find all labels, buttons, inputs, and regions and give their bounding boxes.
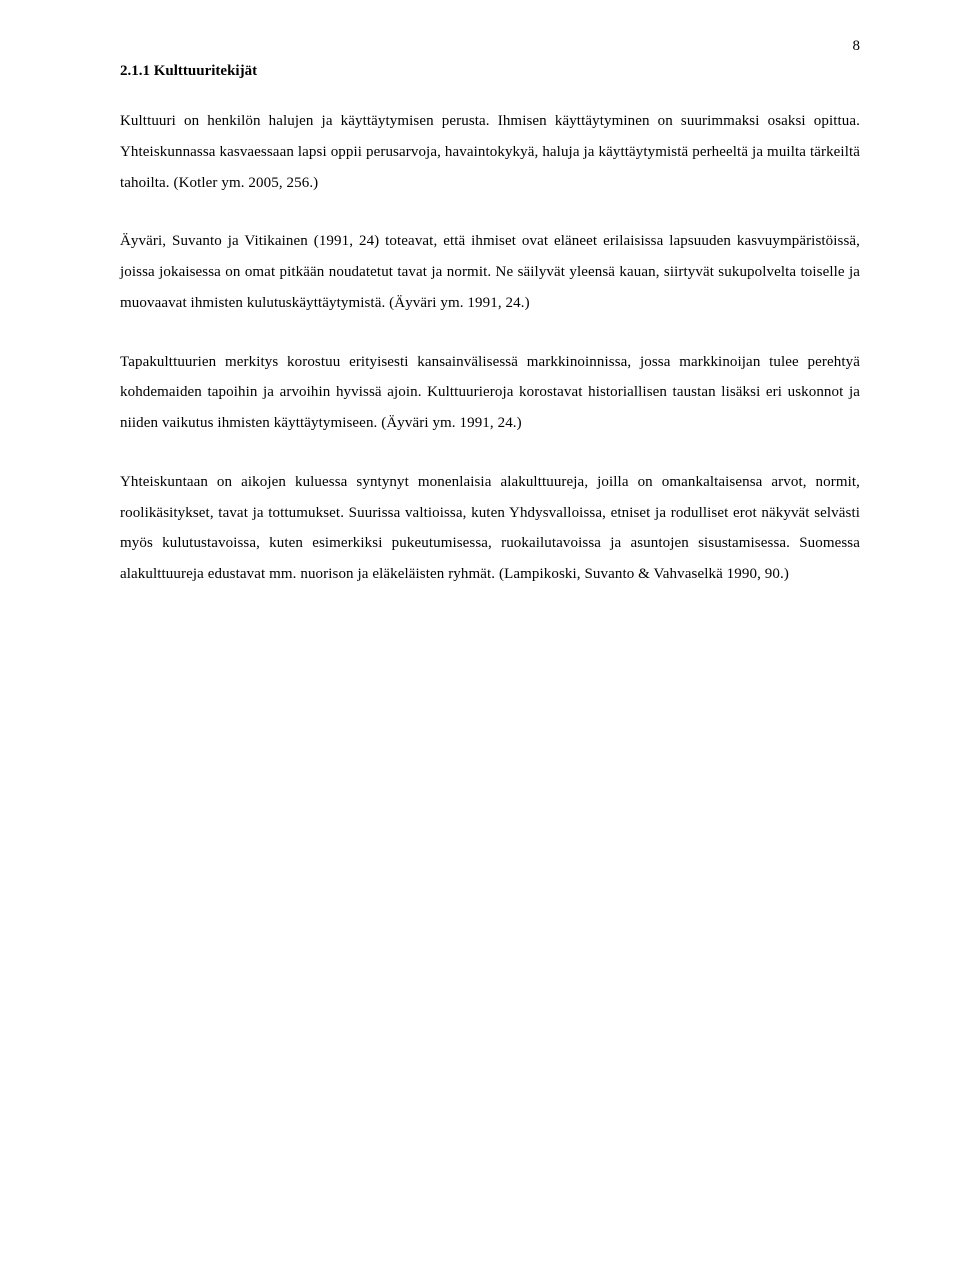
paragraph-2: Äyväri, Suvanto ja Vitikainen (1991, 24)… (120, 226, 860, 318)
document-page: 8 2.1.1 Kulttuuritekijät Kulttuuri on he… (0, 0, 960, 1269)
paragraph-4: Yhteiskuntaan on aikojen kuluessa syntyn… (120, 467, 860, 590)
paragraph-3: Tapakulttuurien merkitys korostuu erityi… (120, 347, 860, 439)
section-heading: 2.1.1 Kulttuuritekijät (120, 63, 860, 80)
paragraph-1: Kulttuuri on henkilön halujen ja käyttäy… (120, 106, 860, 198)
page-number: 8 (853, 38, 861, 55)
